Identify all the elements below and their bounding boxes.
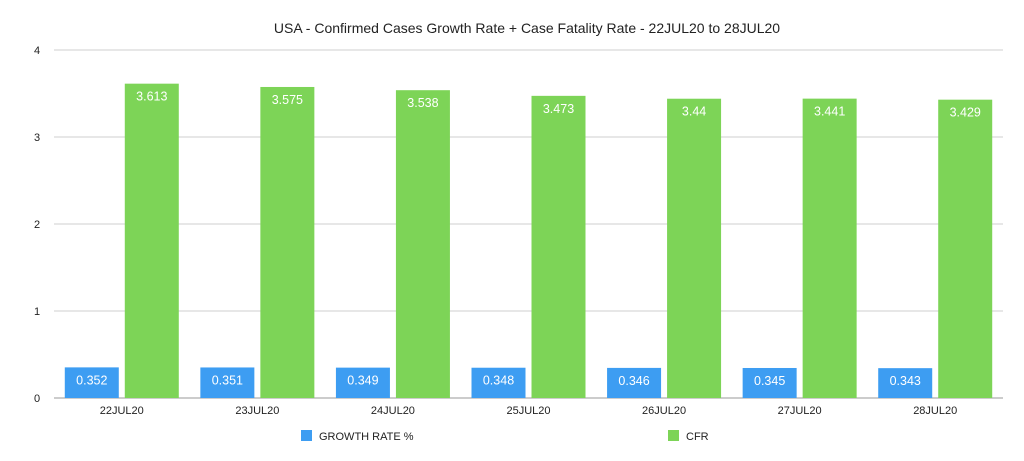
data-label-growth-rate: 0.351: [212, 373, 243, 387]
data-label-cfr: 3.441: [814, 105, 845, 119]
data-label-growth-rate: 0.352: [76, 373, 107, 387]
legend-swatch: [668, 430, 679, 441]
bar-growth-rate: [742, 367, 797, 398]
y-tick-label: 2: [34, 219, 40, 231]
bar-cfr: [938, 99, 993, 398]
bar-growth-rate: [607, 367, 662, 398]
label-layer: 0.352 3.613 0.351 3.575 0.349 3.538 0.348 3.473…: [76, 90, 981, 388]
x-tick-label: 23JUL20: [235, 405, 279, 417]
bar-growth-rate: [335, 367, 390, 398]
x-tick-label: 26JUL20: [642, 405, 686, 417]
chart-title: USA - Confirmed Cases Growth Rate + Case…: [274, 20, 780, 36]
data-label-cfr: 3.44: [682, 105, 706, 119]
bar-cfr: [531, 95, 586, 398]
x-tick-label: 27JUL20: [778, 405, 822, 417]
bar-cfr: [395, 90, 450, 398]
data-label-growth-rate: 0.346: [618, 374, 649, 388]
legend-label: CFR: [686, 431, 709, 443]
data-label-growth-rate: 0.349: [347, 374, 378, 388]
x-axis: 22JUL20 23JUL20 24JUL20 25JUL20 26JUL20 27JUL…: [100, 405, 957, 417]
data-label-growth-rate: 0.345: [754, 374, 785, 388]
data-label-cfr: 3.473: [543, 102, 574, 116]
data-label-cfr: 3.538: [407, 96, 438, 110]
x-tick-label: 25JUL20: [506, 405, 550, 417]
y-tick-label: 1: [34, 306, 40, 318]
bar-cfr: [124, 83, 179, 398]
y-tick-label: 3: [34, 132, 40, 144]
data-label-cfr: 3.429: [950, 106, 981, 120]
data-label-growth-rate: 0.343: [890, 374, 921, 388]
legend-swatch: [301, 430, 312, 441]
legend-label: GROWTH RATE %: [319, 431, 414, 443]
grid-layer: 0 1 2 3 4: [34, 45, 1003, 405]
data-label-growth-rate: 0.348: [483, 374, 514, 388]
x-tick-label: 24JUL20: [371, 405, 415, 417]
bar-cfr: [260, 86, 315, 398]
legend: GROWTH RATE % CFR: [301, 430, 709, 443]
x-tick-label: 22JUL20: [100, 405, 144, 417]
data-label-cfr: 3.575: [272, 93, 303, 107]
bar-growth-rate: [200, 367, 255, 398]
y-tick-label: 0: [34, 393, 40, 405]
bar-growth-rate: [64, 367, 119, 398]
bar-layer: [64, 83, 993, 399]
x-tick-label: 28JUL20: [913, 405, 957, 417]
y-tick-label: 4: [34, 45, 40, 57]
bar-growth-rate: [878, 368, 933, 398]
data-label-cfr: 3.613: [136, 90, 167, 104]
bar-cfr: [667, 98, 722, 398]
bar-growth-rate: [471, 367, 526, 398]
bar-cfr: [802, 98, 857, 399]
